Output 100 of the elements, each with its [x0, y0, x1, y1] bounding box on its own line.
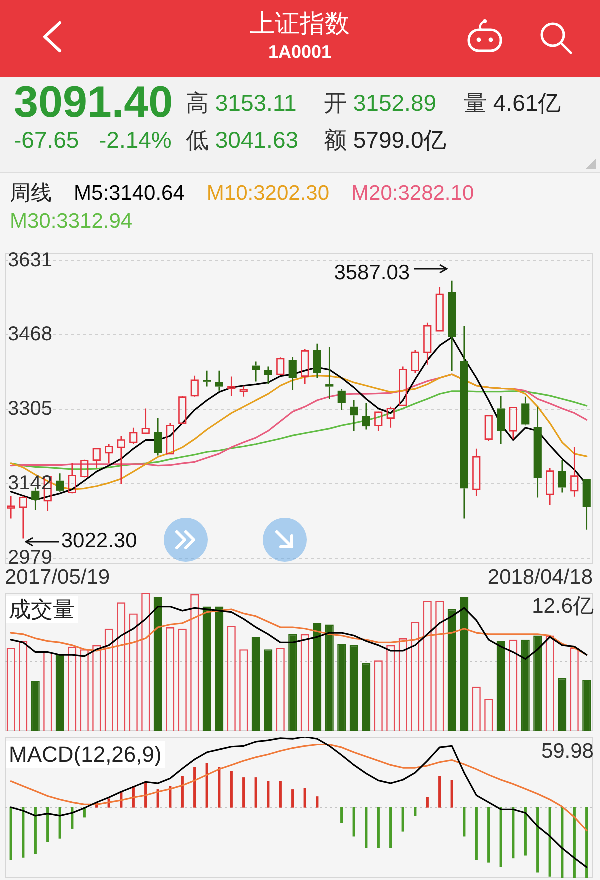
bar [10, 807, 12, 860]
text: -67.65 [14, 127, 80, 155]
text: 量 4.61亿 [464, 90, 562, 116]
candlestick [301, 348, 310, 386]
y-tick-label: 3305 [8, 398, 52, 420]
text: 高 3153.11 [186, 90, 297, 116]
candlestick [252, 361, 260, 382]
bar [548, 807, 552, 877]
bar [316, 796, 319, 808]
candlestick [19, 495, 28, 540]
candlestick [7, 495, 16, 520]
candlestick [582, 479, 591, 531]
bar [58, 807, 62, 839]
annotation: 3022.30 [61, 530, 138, 553]
bar [292, 790, 294, 808]
candlestick [154, 418, 162, 456]
annotation: 59.98 [541, 739, 594, 765]
y-tick-label: 3468 [8, 324, 52, 346]
candlestick [448, 280, 456, 372]
candlestick [558, 460, 566, 494]
text: M20:3282.10 [352, 181, 474, 207]
text: M10:3202.30 [206, 181, 330, 207]
bar [46, 807, 50, 842]
bar [512, 807, 515, 859]
bar [500, 807, 502, 868]
candlestick [228, 376, 236, 397]
candlestick [190, 375, 199, 398]
candlestick [399, 366, 408, 406]
text: 额 5799.0亿 [324, 127, 447, 154]
bar [402, 807, 404, 832]
candlestick [215, 370, 224, 392]
bar [463, 807, 466, 837]
bar [536, 807, 540, 873]
bar [426, 797, 429, 808]
bar [22, 807, 25, 858]
candlestick [326, 346, 334, 400]
bar [390, 807, 392, 848]
bar [450, 780, 454, 808]
candlestick [534, 406, 542, 498]
bar [365, 807, 368, 848]
y-tick-label: 3631 [8, 249, 52, 272]
legend-title: 周线 [10, 181, 52, 207]
text: M5:3140.64 [74, 181, 185, 207]
candlestick [240, 385, 248, 398]
candlestick [313, 343, 322, 379]
candlestick [338, 388, 346, 411]
bar [304, 788, 306, 808]
bar [438, 776, 442, 808]
bar [267, 781, 270, 808]
bar [206, 763, 208, 808]
chart-subtitle: 1A0001 [267, 41, 333, 64]
candlestick [424, 322, 432, 366]
text: -2.14% [99, 127, 172, 155]
candlestick [92, 448, 101, 470]
bar [279, 781, 282, 808]
candlestick [130, 427, 138, 445]
text: 低 3041.63 [186, 127, 299, 154]
bar [218, 766, 221, 808]
candlestick [350, 400, 358, 432]
candlestick [56, 472, 64, 492]
text: 开 3152.89 [324, 90, 437, 116]
candlestick [472, 448, 481, 497]
bar [377, 807, 380, 848]
bar [475, 807, 478, 860]
candlestick [288, 356, 297, 391]
annotation: 12.6亿 [532, 594, 594, 620]
text: 2018/04/18 [488, 566, 593, 590]
candlestick [546, 468, 554, 506]
chart-title: 成交量 [6, 596, 78, 623]
candlestick [203, 370, 212, 388]
bar [34, 807, 37, 854]
candlestick [522, 396, 530, 426]
bar [561, 807, 564, 878]
chart-title: 上证指数 [249, 9, 351, 40]
bar [352, 807, 356, 837]
candlestick [509, 407, 518, 440]
candlestick [117, 435, 126, 486]
candlestick [570, 446, 579, 498]
candlestick [386, 406, 395, 429]
chart-title: MACD(12,26,9) [6, 741, 165, 768]
candlestick [436, 286, 444, 332]
candlestick [362, 402, 370, 430]
bar [230, 771, 233, 808]
candlestick [68, 462, 76, 494]
bar [524, 807, 527, 856]
candlestick [497, 395, 506, 445]
annotation: 3587.03 [334, 262, 410, 285]
bar [254, 778, 258, 808]
text: 3091.40 [14, 78, 174, 127]
bar [194, 766, 196, 808]
candlestick [460, 325, 468, 520]
bar [181, 776, 184, 808]
bar [488, 807, 490, 863]
text: M30:3312.94 [10, 209, 133, 235]
candlestick [142, 408, 150, 434]
bar [340, 807, 344, 824]
bar [586, 807, 588, 878]
candlestick [264, 366, 272, 386]
candlestick [105, 444, 114, 464]
bar [414, 807, 417, 816]
